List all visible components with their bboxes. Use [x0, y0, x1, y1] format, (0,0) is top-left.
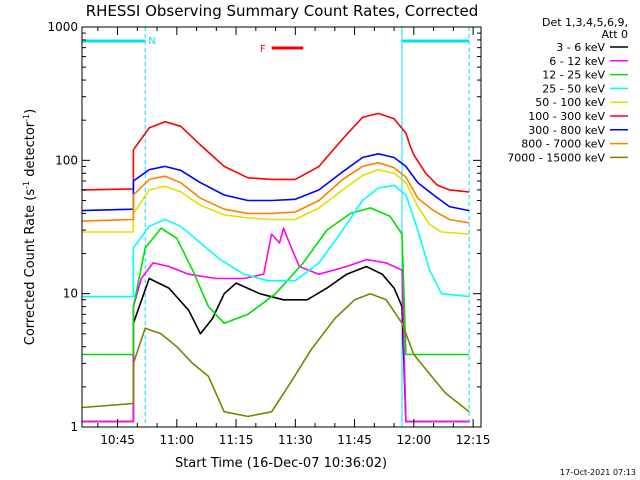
- series-line: [82, 207, 470, 356]
- series-line: [82, 265, 470, 423]
- legend-entry-label: 6 - 12 keV: [549, 55, 605, 68]
- flag-bars: NF: [81, 27, 470, 427]
- timestamp: 17-Oct-2021 07:13: [560, 468, 636, 477]
- legend-entry-label: 3 - 6 keV: [556, 41, 605, 54]
- x-tick-label: 12:00: [397, 433, 432, 447]
- legend-entry-label: 300 - 800 keV: [528, 124, 605, 137]
- series-line: [81, 112, 470, 193]
- series-group: [81, 112, 470, 423]
- y-axis: 1 10 100 1000: [47, 20, 481, 434]
- y-axis-label-mid: detector: [23, 121, 38, 181]
- y-tick-label: 1000: [47, 20, 78, 34]
- y-axis-label-main: Corrected Count Rate (s: [23, 189, 38, 346]
- legend-entry-label: 800 - 7000 keV: [521, 138, 605, 151]
- y-axis-label-end: ): [23, 109, 38, 114]
- attenuator-header: Att 0: [602, 28, 628, 41]
- x-tick-label: 11:15: [219, 433, 254, 447]
- night-flag-label: N: [148, 36, 155, 47]
- y-axis-label-sup2: -1: [22, 114, 31, 122]
- legend-entry-label: 25 - 50 keV: [542, 82, 605, 95]
- legend-entry-label: 100 - 300 keV: [528, 110, 605, 123]
- y-axis-label-sup1: -1: [22, 181, 31, 189]
- legend-entry-label: 7000 - 15000 keV: [507, 151, 605, 164]
- x-axis: 10:45 11:00 11:15 11:30 11:45 12:00 12:15: [97, 27, 491, 447]
- plot-frame: [81, 26, 482, 428]
- legend-entry-label: 12 - 25 keV: [542, 69, 605, 82]
- flare-flag-label: F: [260, 44, 266, 55]
- series-line: [81, 153, 470, 212]
- x-tick-label: 10:45: [100, 433, 135, 447]
- x-tick-label: 12:15: [456, 433, 491, 447]
- y-tick-label: 100: [55, 153, 78, 167]
- chart-title: RHESSI Observing Summary Count Rates, Co…: [86, 2, 479, 20]
- x-tick-label: 11:45: [337, 433, 372, 447]
- series-line: [82, 227, 470, 423]
- x-tick-label: 11:30: [278, 433, 313, 447]
- series-line: [81, 161, 470, 224]
- series-line: [81, 292, 470, 418]
- detector-header: Det 1,3,4,5,6,9,: [542, 16, 628, 29]
- y-tick-label: 1: [70, 420, 78, 434]
- series-line: [82, 184, 470, 298]
- y-axis-label: Corrected Count Rate (s-1 detector-1): [22, 109, 38, 345]
- legend-entry-label: 50 - 100 keV: [535, 96, 605, 109]
- x-axis-label: Start Time (16-Dec-07 10:36:02): [175, 456, 387, 471]
- y-tick-label: 10: [63, 287, 78, 301]
- series-line: [82, 168, 470, 235]
- x-tick-label: 11:00: [160, 433, 195, 447]
